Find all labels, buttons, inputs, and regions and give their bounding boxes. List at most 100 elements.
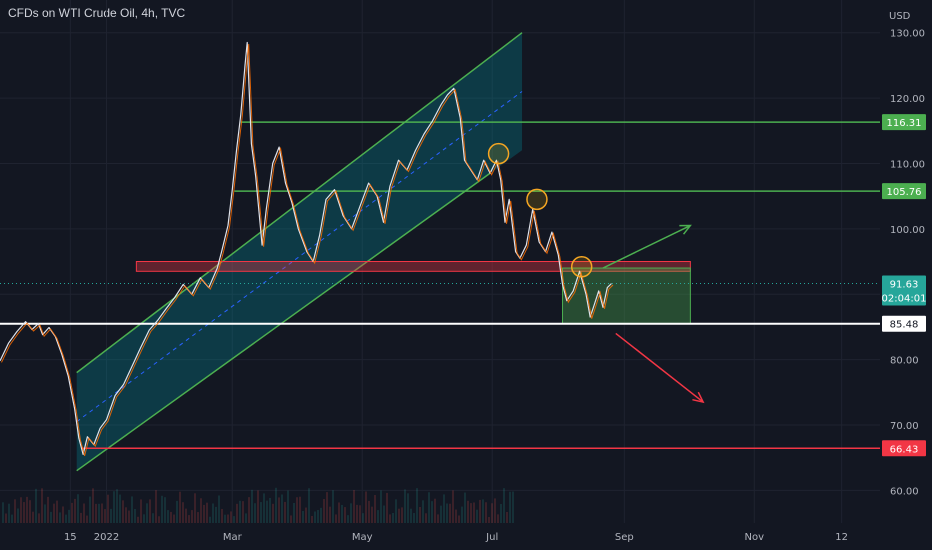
volume-bar	[239, 500, 241, 523]
level-badge: 116.31	[887, 118, 922, 129]
volume-bar	[2, 502, 4, 523]
volume-bar	[362, 513, 364, 523]
volume-bar	[53, 503, 55, 523]
x-tick-label: May	[352, 532, 373, 543]
volume-bar	[506, 511, 508, 523]
volume-bar	[227, 514, 229, 523]
x-tick-label: 12	[835, 532, 848, 543]
level-badge: 85.48	[890, 320, 919, 331]
consolidation-box[interactable]	[562, 267, 691, 325]
volume-bar	[368, 500, 370, 523]
volume-bar	[305, 507, 307, 523]
volume-bar	[389, 514, 391, 523]
arrow-head	[679, 224, 692, 235]
volume-bar	[299, 496, 301, 523]
volume-bar	[161, 495, 163, 523]
volume-bar	[509, 491, 511, 523]
volume-bar	[380, 490, 382, 523]
arrow-head	[692, 391, 705, 404]
volume-bar	[479, 499, 481, 523]
volume-bar	[143, 514, 145, 523]
volume-bar	[119, 494, 121, 523]
volume-bar	[440, 505, 442, 523]
volume-bar	[359, 505, 361, 523]
volume-bar	[110, 508, 112, 523]
overlay-drawings[interactable]	[487, 142, 705, 404]
volume-bar	[428, 492, 430, 523]
volume-bar	[467, 500, 469, 523]
volume-bar	[386, 492, 388, 523]
volume-bar	[488, 516, 490, 523]
level-badge-bg	[882, 440, 926, 457]
highlight-circle[interactable]	[487, 142, 510, 165]
bearish-arrow[interactable]	[615, 332, 704, 403]
resistance-zone[interactable]	[135, 261, 691, 272]
volume-bar	[38, 513, 40, 523]
volume-bar	[452, 490, 454, 523]
volume-bar	[287, 490, 289, 523]
volume-bar	[248, 497, 250, 523]
x-tick-label: Mar	[223, 532, 243, 543]
volume-bar	[317, 510, 319, 523]
volume-bar	[128, 510, 130, 523]
price-axis[interactable]: USD 60.0070.0080.0090.00100.00110.00120.…	[880, 0, 932, 550]
volume-bar	[338, 502, 340, 523]
volume-bar	[77, 494, 79, 523]
volume-bar	[8, 503, 10, 523]
channel-upper-line[interactable]	[76, 32, 523, 374]
time-axis[interactable]: 15 2022 Mar May Jul Sep Nov 12	[64, 532, 848, 543]
y-tick-label: 60.00	[890, 486, 919, 497]
volume-bar	[179, 491, 181, 523]
channel-lower-line[interactable]	[76, 172, 491, 472]
volume-bar	[437, 514, 439, 523]
level-badge-bg	[882, 183, 926, 200]
volume-bar	[377, 510, 379, 523]
volume-bar	[86, 515, 88, 523]
volume-bar	[464, 492, 466, 523]
volume-bar	[98, 503, 100, 523]
volume-bar	[44, 504, 46, 523]
volume-bar	[425, 513, 427, 523]
volume-bar	[395, 499, 397, 523]
volume-bar	[419, 506, 421, 523]
y-tick-label: 70.00	[890, 421, 919, 432]
volume-bar	[326, 492, 328, 523]
volume-bar	[314, 511, 316, 523]
level-badge-bg	[882, 315, 926, 332]
volume-bar	[149, 499, 151, 523]
volume-bar	[182, 502, 184, 523]
highlight-circle[interactable]	[570, 255, 593, 278]
bullish-arrow[interactable]	[602, 224, 691, 269]
drawing-tools[interactable]	[0, 32, 880, 472]
last-price-badge: 91.63	[890, 280, 919, 291]
volume-bar	[500, 504, 502, 523]
price-badges: 116.31 105.76 85.48 66.43 91.63 02:04:01	[882, 114, 926, 457]
chart-title: CFDs on WTI Crude Oil, 4h, TVC	[8, 6, 186, 20]
volume-bar	[422, 500, 424, 523]
volume-bar	[350, 503, 352, 523]
volume-bar	[101, 503, 103, 523]
volume-bar	[188, 515, 190, 523]
price-series	[0, 41, 614, 457]
volume-bar	[200, 498, 202, 523]
volume-bar	[5, 513, 7, 523]
volume-bar	[416, 488, 418, 523]
volume-bar	[62, 506, 64, 523]
level-badge: 66.43	[890, 444, 919, 455]
volume-bar	[215, 506, 217, 523]
volume-bar	[173, 514, 175, 523]
volume-bar	[497, 514, 499, 523]
y-tick-label: 80.00	[890, 356, 919, 367]
volume-bar	[104, 509, 106, 523]
volume-bar	[347, 515, 349, 523]
volume-bar	[191, 510, 193, 523]
volume-bar	[95, 503, 97, 523]
volume-bar	[413, 513, 415, 523]
volume-bar	[68, 509, 70, 523]
volume-bar	[131, 496, 133, 523]
grid	[0, 0, 880, 523]
volume-bar	[461, 506, 463, 523]
volume-bar	[56, 500, 58, 523]
highlight-circle[interactable]	[526, 188, 548, 211]
